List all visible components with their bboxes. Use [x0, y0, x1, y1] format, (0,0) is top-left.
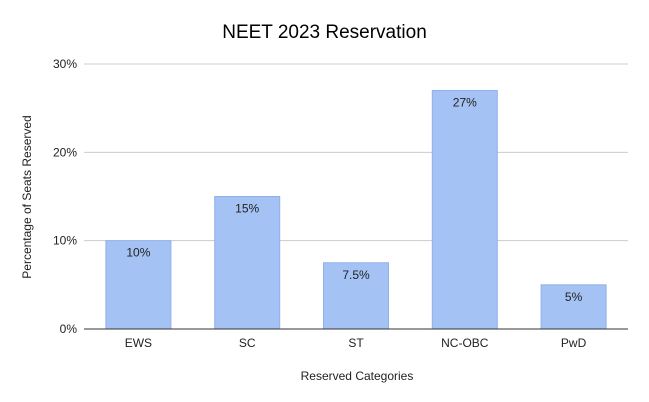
y-tick-label: 0% — [60, 322, 78, 336]
bar-data-label: 10% — [126, 246, 150, 260]
bar-nc-obc — [431, 90, 498, 330]
x-tick-label: SC — [239, 336, 256, 350]
x-tick-label: PwD — [561, 336, 587, 350]
y-tick-label: 20% — [53, 145, 77, 159]
bar-st — [323, 262, 389, 330]
x-tick-label: EWS — [125, 336, 152, 350]
bar-data-labels: 10% 15% 7.5% 27% 5% — [126, 96, 582, 304]
gridlines — [84, 63, 628, 242]
chart-title: NEET 2023 Reservation — [222, 22, 427, 43]
x-tick-label: ST — [348, 336, 364, 350]
bar-pwd — [540, 284, 607, 330]
y-tick-label: 10% — [53, 234, 77, 248]
y-axis-title: Percentage of Seats Reserved — [20, 115, 34, 278]
bar-data-label: 7.5% — [342, 268, 370, 282]
bar-data-label: 5% — [565, 290, 583, 304]
y-tick-label: 30% — [53, 57, 77, 71]
x-tick-label: NC-OBC — [441, 336, 489, 350]
bars — [105, 90, 607, 330]
bar-data-label: 27% — [453, 96, 477, 110]
bar-data-label: 15% — [235, 202, 259, 216]
y-axis-ticks: 0% 10% 20% 30% — [53, 57, 77, 336]
bar-sc — [214, 196, 281, 330]
x-axis-ticks: EWS SC ST NC-OBC PwD — [125, 336, 587, 350]
bar-ews — [105, 240, 172, 330]
x-axis-title: Reserved Categories — [301, 369, 414, 383]
